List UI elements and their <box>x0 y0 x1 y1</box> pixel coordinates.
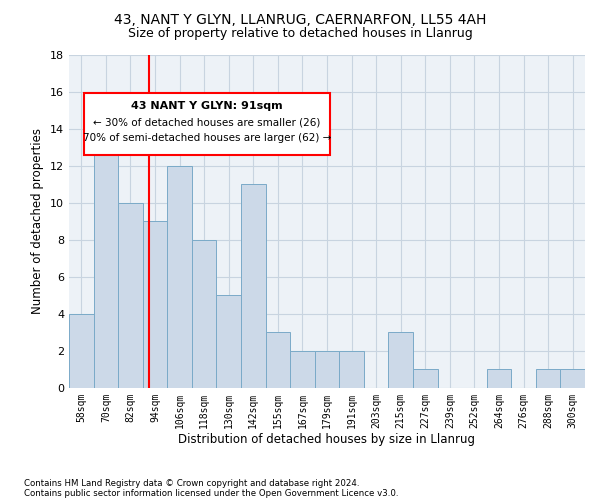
Bar <box>217 295 241 388</box>
Text: ← 30% of detached houses are smaller (26): ← 30% of detached houses are smaller (26… <box>94 117 320 127</box>
Bar <box>315 350 339 388</box>
Bar <box>413 369 437 388</box>
X-axis label: Distribution of detached houses by size in Llanrug: Distribution of detached houses by size … <box>179 433 476 446</box>
Bar <box>143 221 167 388</box>
Y-axis label: Number of detached properties: Number of detached properties <box>31 128 44 314</box>
Bar <box>339 350 364 388</box>
Text: Size of property relative to detached houses in Llanrug: Size of property relative to detached ho… <box>128 28 472 40</box>
Bar <box>266 332 290 388</box>
Text: 43, NANT Y GLYN, LLANRUG, CAERNARFON, LL55 4AH: 43, NANT Y GLYN, LLANRUG, CAERNARFON, LL… <box>114 12 486 26</box>
Bar <box>290 350 315 388</box>
Text: 70% of semi-detached houses are larger (62) →: 70% of semi-detached houses are larger (… <box>83 133 331 143</box>
Text: Contains public sector information licensed under the Open Government Licence v3: Contains public sector information licen… <box>24 488 398 498</box>
Bar <box>192 240 217 388</box>
Bar <box>388 332 413 388</box>
Bar <box>94 129 118 388</box>
Bar <box>536 369 560 388</box>
Bar <box>118 203 143 388</box>
Bar <box>487 369 511 388</box>
Bar <box>69 314 94 388</box>
Bar <box>167 166 192 388</box>
Text: Contains HM Land Registry data © Crown copyright and database right 2024.: Contains HM Land Registry data © Crown c… <box>24 478 359 488</box>
Text: 43 NANT Y GLYN: 91sqm: 43 NANT Y GLYN: 91sqm <box>131 101 283 111</box>
Bar <box>560 369 585 388</box>
Bar <box>241 184 266 388</box>
